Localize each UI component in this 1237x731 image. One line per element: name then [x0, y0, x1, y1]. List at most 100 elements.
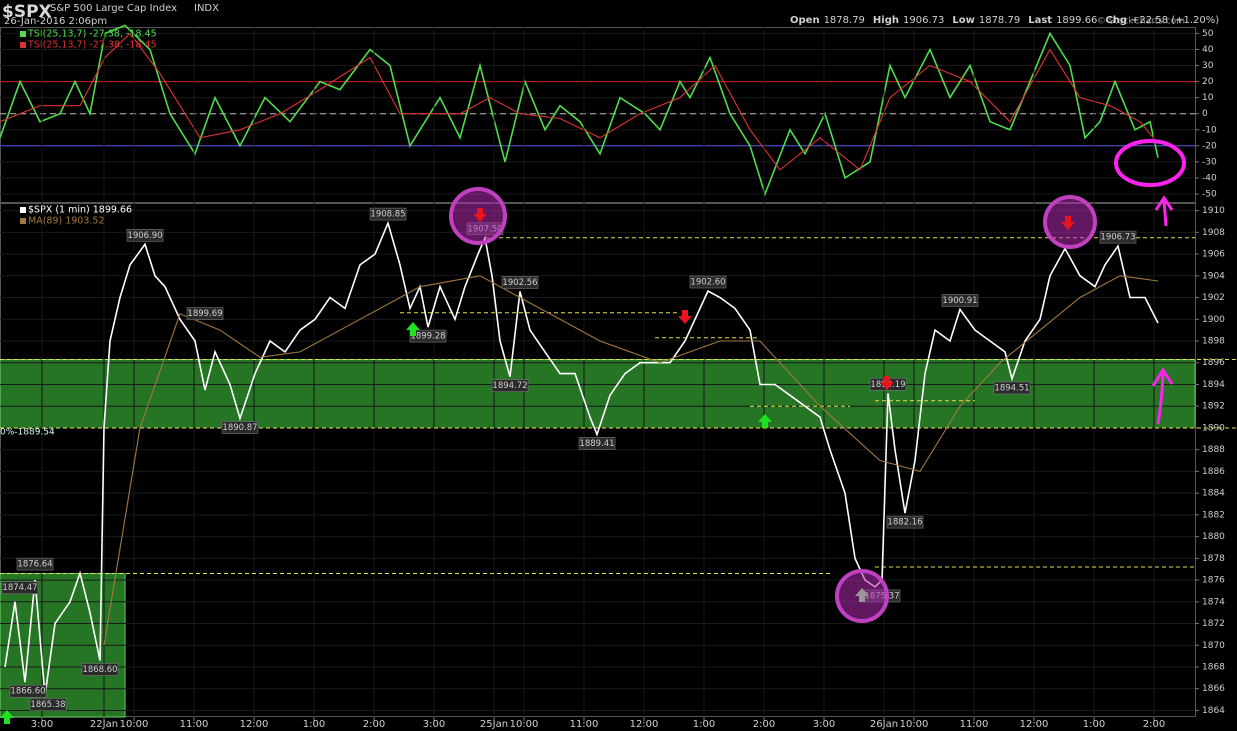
point-label-box — [81, 663, 119, 676]
point-label-box — [16, 557, 54, 571]
x-tick-label: 10:00 — [120, 719, 149, 730]
y-tick-label: 1868 — [1202, 663, 1225, 673]
point-label-box — [369, 207, 407, 221]
series-line — [103, 275, 1159, 646]
point-label: 1899.69 — [187, 309, 222, 319]
symbol: $SPX — [2, 2, 52, 22]
y-tick-label: 20 — [1202, 77, 1214, 87]
quote-value: 1899.66 — [1056, 15, 1097, 26]
quote-label: Low — [952, 15, 974, 26]
series-line — [4, 220, 1159, 696]
point-label-box — [29, 698, 67, 711]
x-tick-label: 2:00 — [363, 719, 385, 730]
point-label: 1908.85 — [370, 210, 405, 220]
y-tick-label: 1878 — [1202, 554, 1225, 564]
quote-value: 1878.79 — [824, 15, 865, 26]
point-label-box — [1, 581, 39, 595]
y-tick-label: 1896 — [1202, 358, 1225, 368]
y-tick-label: 1870 — [1202, 641, 1225, 651]
quote-label: Last — [1028, 15, 1052, 26]
date: 26-Jan-2016 2:06pm — [4, 16, 107, 27]
legend-swatch — [20, 207, 26, 213]
y-tick-label: 1902 — [1202, 293, 1225, 303]
legend-entry: $SPX (1 min) 1899.66 — [28, 205, 132, 216]
x-tick-label: 22Jan — [90, 719, 118, 730]
point-label: 1868.60 — [82, 665, 117, 675]
y-tick-label: 1876 — [1202, 576, 1225, 586]
point-label: 1866.60 — [10, 687, 45, 697]
buy-arrow — [406, 322, 420, 336]
x-tick-label: 3:00 — [31, 719, 53, 730]
legend-entry: TSI(25,13,7) -27.38, -18.45 — [27, 29, 157, 40]
y-tick-label: 50 — [1202, 29, 1214, 39]
quote-value: +22.58 (+1.20%) — [1131, 15, 1219, 26]
annotations — [0, 139, 1186, 724]
y-tick-label: 1886 — [1202, 467, 1225, 477]
y-tick-label: 1864 — [1202, 706, 1225, 716]
y-tick-label: -40 — [1202, 173, 1217, 183]
y-tick-label: 1904 — [1202, 271, 1225, 281]
point-label-box — [221, 421, 259, 434]
x-tick-label: 10:00 — [900, 719, 929, 730]
x-tick-label: 3:00 — [813, 719, 835, 730]
legend-swatch — [20, 218, 26, 224]
x-tick-label: 2:00 — [753, 719, 775, 730]
y-tick-label: -10 — [1202, 125, 1217, 135]
sell-arrow — [1061, 216, 1075, 230]
y-tick-label: 40 — [1202, 45, 1214, 55]
x-tick-label: 12:00 — [630, 719, 659, 730]
point-label: 1865.38 — [30, 700, 65, 710]
tsi-panel — [0, 27, 1196, 203]
y-tick-label: 1874 — [1202, 597, 1225, 607]
point-label: 1882.16 — [887, 518, 922, 528]
point-label-box — [578, 437, 616, 450]
y-tick-label: 1892 — [1202, 402, 1225, 412]
y-tick-label: 10 — [1202, 93, 1214, 103]
point-label: 1899.28 — [410, 332, 445, 342]
point-label: 1876.64 — [17, 560, 52, 570]
point-label-box — [491, 379, 529, 392]
exchange: INDX — [194, 3, 219, 14]
hand-arrow — [1154, 195, 1174, 227]
x-tick-label: 3:00 — [423, 719, 445, 730]
x-tick-label: 11:00 — [960, 719, 989, 730]
y-tick-label: 1900 — [1202, 315, 1225, 325]
point-label-box — [9, 684, 47, 698]
y-tick-label: 1894 — [1202, 380, 1225, 390]
x-tick-label: 11:00 — [570, 719, 599, 730]
point-label: 1902.56 — [502, 278, 537, 288]
point-label-box — [886, 515, 924, 529]
x-tick-label: 10:00 — [510, 719, 539, 730]
sell-arrow — [880, 376, 894, 390]
quote-label: High — [873, 15, 899, 26]
point-label: 1906.73 — [1100, 233, 1135, 243]
point-label: 1890.87 — [222, 423, 257, 433]
point-label: 1900.91 — [942, 296, 977, 306]
point-label-box — [941, 294, 979, 307]
point-label-box — [186, 307, 224, 320]
point-label-box — [409, 329, 447, 343]
quote-label: Chg — [1105, 15, 1127, 26]
point-label: 1889.41 — [579, 439, 614, 449]
price-panel — [0, 203, 1196, 717]
point-label: 1874.47 — [2, 583, 37, 593]
x-tick-label: 2:00 — [1143, 719, 1165, 730]
hand-arrow — [1151, 367, 1174, 425]
credit: © StockCharts.com — [1097, 17, 1185, 27]
point-label-box — [993, 381, 1031, 395]
legend-entry: TSI(25,13,7) -27.38, -18.45 — [27, 40, 157, 51]
point-label-box — [126, 228, 164, 242]
legend-swatch — [20, 31, 26, 37]
x-tick-label: 12:00 — [240, 719, 269, 730]
x-tick-label: 11:00 — [180, 719, 209, 730]
quote-value: 1906.73 — [903, 15, 944, 26]
y-tick-label: 1906 — [1202, 250, 1225, 260]
zone-label: 0%-1889.54 — [0, 427, 55, 437]
point-label: 1906.90 — [127, 231, 162, 241]
point-label: 1902.60 — [690, 278, 725, 288]
y-tick-label: 1866 — [1202, 684, 1225, 694]
y-tick-label: 0 — [1202, 109, 1208, 119]
legend-swatch — [20, 42, 26, 48]
y-tick-label: -50 — [1202, 189, 1217, 199]
